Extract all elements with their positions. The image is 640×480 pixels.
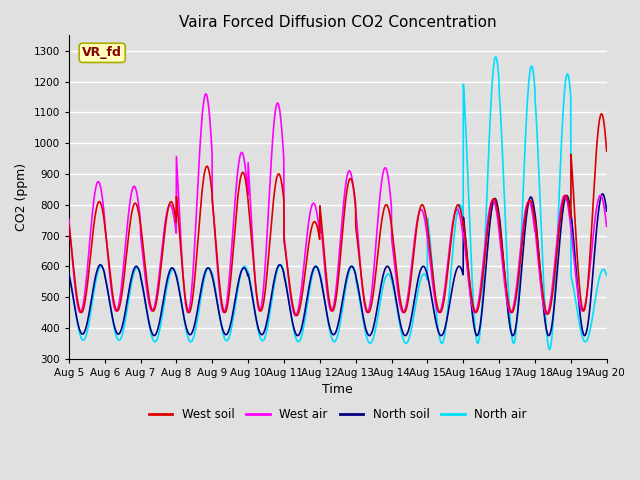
West soil xyxy=(603,148,611,154)
Line: North soil: North soil xyxy=(69,194,607,336)
North air xyxy=(353,283,361,288)
West soil xyxy=(556,226,563,231)
North soil xyxy=(599,191,607,197)
West air xyxy=(292,312,300,318)
Line: North air: North air xyxy=(69,57,607,349)
Title: Vaira Forced Diffusion CO2 Concentration: Vaira Forced Diffusion CO2 Concentration xyxy=(179,15,497,30)
West soil xyxy=(65,222,73,228)
North soil xyxy=(150,333,158,338)
North air xyxy=(365,339,372,345)
Line: West air: West air xyxy=(69,94,607,315)
Line: West soil: West soil xyxy=(69,114,607,315)
North soil xyxy=(353,280,361,286)
West air xyxy=(571,260,579,266)
West air xyxy=(65,216,73,222)
Legend: West soil, West air, North soil, North air: West soil, West air, North soil, North a… xyxy=(144,403,532,426)
North air xyxy=(65,271,73,276)
Y-axis label: CO2 (ppm): CO2 (ppm) xyxy=(15,163,28,231)
North air xyxy=(492,54,500,60)
West air xyxy=(365,305,373,311)
North soil xyxy=(365,333,373,338)
West soil xyxy=(598,111,605,117)
West soil xyxy=(353,237,361,242)
West air xyxy=(603,224,611,229)
West soil xyxy=(494,210,502,216)
North air xyxy=(556,182,563,188)
North air xyxy=(546,347,554,352)
North air xyxy=(603,273,611,278)
West air xyxy=(202,91,210,97)
West soil xyxy=(365,309,373,315)
North soil xyxy=(556,244,563,250)
North soil xyxy=(494,205,502,211)
North soil xyxy=(603,208,611,214)
North soil xyxy=(65,271,73,277)
North air xyxy=(494,66,502,72)
West soil xyxy=(570,204,578,209)
North soil xyxy=(570,244,578,250)
North air xyxy=(571,291,579,297)
West soil xyxy=(292,312,300,318)
X-axis label: Time: Time xyxy=(323,384,353,396)
West soil xyxy=(215,274,223,279)
West air xyxy=(215,284,223,289)
West air xyxy=(495,221,502,227)
Text: VR_fd: VR_fd xyxy=(83,47,122,60)
West air xyxy=(354,228,362,233)
North soil xyxy=(215,310,223,316)
West air xyxy=(556,214,563,220)
North air xyxy=(215,308,223,313)
